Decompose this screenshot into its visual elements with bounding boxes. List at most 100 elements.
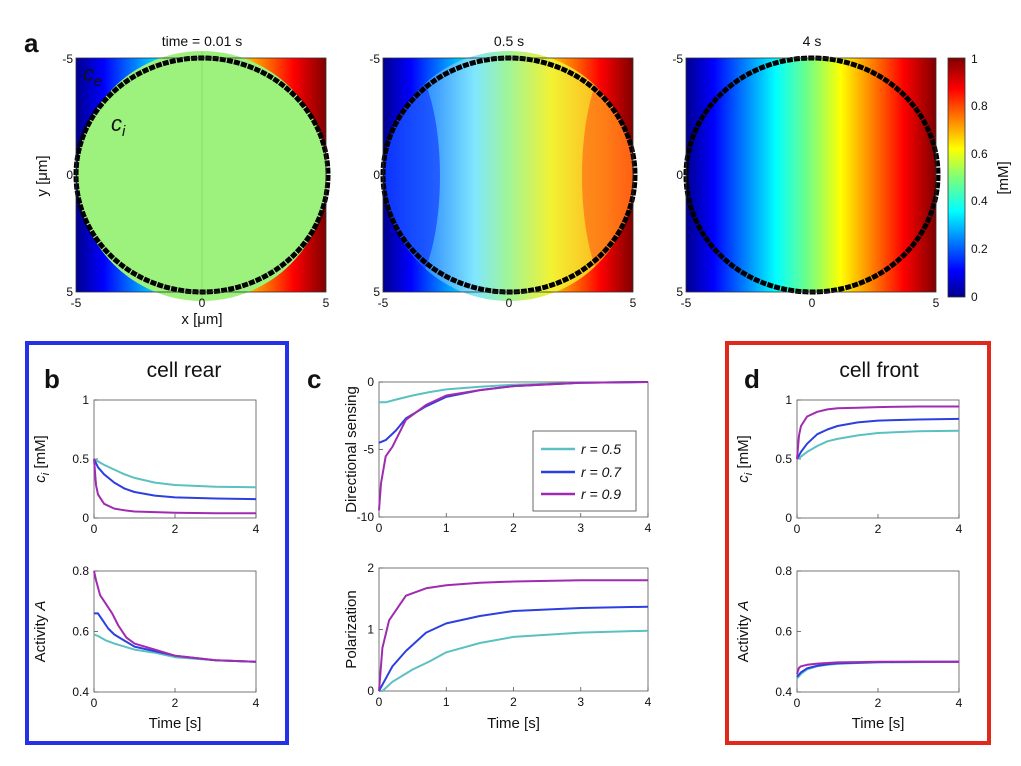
heatmap-3-ytick-top: -5 <box>672 52 683 66</box>
colorbar-tick-4: 0.8 <box>971 99 988 113</box>
d-top-series-05 <box>796 429 960 460</box>
c-bot-ylabel: Polarization <box>343 590 360 668</box>
d-top-xtick-label: 0 <box>794 522 801 536</box>
colorbar-tick-0: 0 <box>971 290 978 304</box>
b-top-ylabel: ci [mM] <box>32 435 52 482</box>
heatmap-title-2: 0.5 s <box>494 33 524 49</box>
c-top-ytick-label: 0 <box>367 375 374 389</box>
heatmap-2-ytick-mid: 0 <box>373 168 380 182</box>
b-bot-ytick-label: 0.4 <box>72 685 89 699</box>
heatmap-title-1: time = 0.01 s <box>162 33 243 49</box>
ce-label: ce <box>83 61 102 90</box>
heatmap-2-xtick-mid: 0 <box>506 296 513 310</box>
b-bot-xtick-label: 0 <box>91 696 98 710</box>
b-bot-ylabel: Activity A <box>32 601 49 663</box>
b-bot-series-09 <box>93 570 257 663</box>
heatmap-panel-2: 0.5 s -5 0 5 -5 0 5 <box>369 33 638 310</box>
b-top-xtick-label: 2 <box>172 522 179 536</box>
b-bot-ytick-label: 0.8 <box>72 564 89 578</box>
c-bot-series-07 <box>378 605 649 692</box>
plot-c-polarization: 0 1 2 3 4 0 1 2 Polarization Time [s] <box>343 561 652 732</box>
heatmap-3-ytick-mid: 0 <box>676 168 683 182</box>
colorbar-tick-3: 0.6 <box>971 147 988 161</box>
d-bot-xtick-label: 2 <box>875 696 882 710</box>
heatmap-3-xtick-right: 5 <box>933 296 940 310</box>
colorbar-label: [mM] <box>995 161 1012 194</box>
c-bot-xtick-label: 4 <box>645 695 652 709</box>
d-top-series-09 <box>796 405 959 460</box>
c-bot-xlabel: Time [s] <box>487 715 540 732</box>
c-bot-ytick-label: 1 <box>367 623 374 637</box>
d-top-xtick-label: 4 <box>956 522 963 536</box>
b-top-series-09 <box>93 458 256 515</box>
colorbar-gradient <box>947 57 966 298</box>
heatmap-2-front-tint <box>582 56 634 296</box>
heatmap-2-xtick-right: 5 <box>630 296 637 310</box>
plot-d-cell-front-concentration: 0 2 4 0 0.5 1 ci [mM] <box>735 393 963 536</box>
heatmap-1-ytick-mid: 0 <box>66 168 73 182</box>
c-top-xtick-label: 1 <box>443 521 450 535</box>
legend-label-r09: r = 0.9 <box>581 486 621 502</box>
c-bot-xtick-label: 1 <box>443 695 450 709</box>
colorbar-tick-2: 0.4 <box>971 194 988 208</box>
b-top-xtick-label: 4 <box>253 522 260 536</box>
b-top-series-05 <box>93 458 257 489</box>
panel-letter-d: d <box>744 364 760 394</box>
heatmap-1-xtick-right: 5 <box>323 296 330 310</box>
c-bot-ytick-label: 0 <box>367 684 374 698</box>
d-top-series-07 <box>796 417 960 460</box>
legend: r = 0.5 r = 0.7 r = 0.9 <box>532 430 637 512</box>
c-top-ytick-label: -5 <box>363 443 374 457</box>
ci-label: ci <box>111 111 126 140</box>
b-top-ytick-label: 0 <box>82 511 89 525</box>
c-bot-series-09 <box>378 579 648 692</box>
d-top-ytick-label: 0 <box>785 511 792 525</box>
d-bot-ytick-label: 0.8 <box>775 564 792 578</box>
plot-d-cell-front-activity: 0 2 4 0.4 0.6 0.8 Activity A Time [s] <box>735 564 963 732</box>
c-bot-ytick-label: 2 <box>367 561 374 575</box>
c-bot-xtick-label: 2 <box>510 695 517 709</box>
c-top-ytick-label: -10 <box>357 510 375 524</box>
heatmap-1-frame <box>75 57 327 293</box>
heatmap-2-ytick-bot: 5 <box>373 285 380 299</box>
d-top-ylabel: ci [mM] <box>735 435 755 482</box>
heatmap-3-frame <box>685 57 937 293</box>
c-top-xtick-label: 0 <box>376 521 383 535</box>
c-top-xtick-label: 2 <box>510 521 517 535</box>
heatmap-3-xtick-mid: 0 <box>809 296 816 310</box>
b-bot-xtick-label: 2 <box>172 696 179 710</box>
b-top-series-07 <box>93 458 257 501</box>
panel-letter-b: b <box>44 364 60 394</box>
b-top-ytick-label: 1 <box>82 393 89 407</box>
d-bot-xtick-label: 0 <box>794 696 801 710</box>
c-bot-xtick-label: 0 <box>376 695 383 709</box>
b-bot-axes-frame <box>93 570 257 693</box>
heatmap-ylabel: y [μm] <box>34 155 51 196</box>
heatmap-1-ytick-bot: 5 <box>66 285 73 299</box>
c-top-xtick-label: 3 <box>577 521 584 535</box>
panel-letter-c: c <box>307 364 321 394</box>
c-top-xtick-label: 4 <box>645 521 652 535</box>
panel-letter-a: a <box>24 28 39 58</box>
d-bot-axes-frame <box>796 570 960 693</box>
d-bot-xlabel: Time [s] <box>852 715 905 732</box>
d-top-axes-frame <box>796 399 960 519</box>
heatmap-1-ytick-top: -5 <box>62 52 73 66</box>
heatmap-panel-3: 4 s -5 0 5 -5 0 5 <box>672 33 941 310</box>
c-bot-series-05 <box>379 629 649 692</box>
heatmap-3-field <box>686 58 936 292</box>
heatmap-2-xtick-left: -5 <box>378 296 389 310</box>
colorbar: 0 0.2 0.4 0.6 0.8 1 [mM] <box>947 52 1012 304</box>
cell-rear-title: cell rear <box>147 359 222 382</box>
b-top-ytick-label: 0.5 <box>72 452 89 466</box>
d-bot-xtick-label: 4 <box>956 696 963 710</box>
b-bot-xlabel: Time [s] <box>149 715 202 732</box>
d-top-xtick-label: 2 <box>875 522 882 536</box>
colorbar-tick-1: 0.2 <box>971 242 988 256</box>
colorbar-tick-5: 1 <box>971 52 978 66</box>
c-bot-xtick-label: 3 <box>577 695 584 709</box>
b-bot-ytick-label: 0.6 <box>72 625 89 639</box>
heatmap-1-xtick-left: -5 <box>71 296 82 310</box>
plot-b-cell-rear-activity: 0 2 4 0.4 0.6 0.8 Activity A Time [s] <box>32 564 260 732</box>
